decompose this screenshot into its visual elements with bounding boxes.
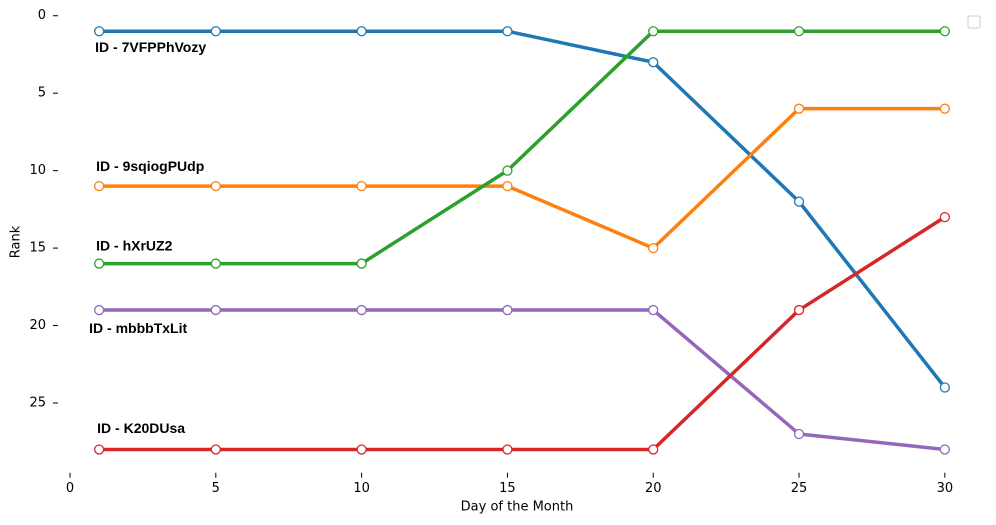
marker: [648, 26, 659, 37]
marker: [939, 211, 950, 223]
x-axis-label: Day of the Month: [461, 500, 574, 515]
marker: [939, 382, 950, 393]
x-tick-label: 0: [66, 481, 74, 496]
marker: [502, 26, 513, 37]
marker: [210, 444, 221, 455]
marker: [502, 444, 513, 455]
series-label: ID - hXrUZ2: [96, 237, 172, 253]
y-tick-label: 20: [29, 318, 46, 333]
x-tick-label: 25: [791, 481, 808, 496]
x-tick-label: 20: [645, 481, 662, 496]
marker: [793, 196, 805, 207]
marker: [793, 304, 805, 316]
series-line: [99, 29, 947, 389]
marker: [210, 180, 221, 192]
y-tick-label: 15: [29, 241, 46, 256]
y-tick-label: 0: [38, 8, 46, 23]
marker: [356, 258, 367, 269]
marker: [648, 242, 659, 254]
legend-box: [967, 15, 981, 29]
marker: [210, 258, 221, 269]
marker: [94, 26, 105, 37]
marker: [793, 428, 805, 440]
marker: [648, 444, 659, 455]
x-tick-label: 30: [937, 481, 954, 496]
x-tick-label: 5: [212, 481, 220, 496]
marker: [94, 258, 105, 269]
marker: [356, 26, 367, 37]
marker: [648, 57, 659, 68]
x-tick-label: 10: [353, 481, 370, 496]
series-label: ID - mbbbTxLit: [89, 320, 187, 336]
marker: [648, 304, 659, 316]
y-tick-label: 25: [29, 395, 46, 410]
y-tick-label: 5: [38, 86, 46, 101]
series-label: ID - 7VFPPhVozy: [95, 39, 206, 55]
marker: [939, 103, 950, 114]
marker: [502, 304, 513, 316]
marker: [502, 165, 513, 176]
marker: [94, 180, 105, 192]
marker: [94, 304, 105, 316]
y-tick-label: 10: [29, 163, 46, 178]
marker: [210, 304, 221, 316]
marker: [793, 26, 805, 37]
marker: [210, 26, 221, 37]
y-axis-label: Rank: [9, 225, 24, 258]
marker: [502, 180, 513, 192]
marker: [793, 103, 805, 114]
marker: [356, 304, 367, 316]
series-line: [99, 29, 945, 266]
marker: [356, 444, 367, 455]
marker: [939, 444, 950, 455]
series-line: [99, 215, 946, 452]
x-tick-label: 15: [499, 481, 516, 496]
marker: [939, 26, 950, 37]
series-line: [99, 308, 946, 452]
marker: [94, 444, 105, 455]
series-label: ID - K20DUsa: [97, 420, 185, 436]
series-label: ID - 9sqiogPUdp: [96, 158, 204, 174]
marker: [356, 180, 367, 192]
